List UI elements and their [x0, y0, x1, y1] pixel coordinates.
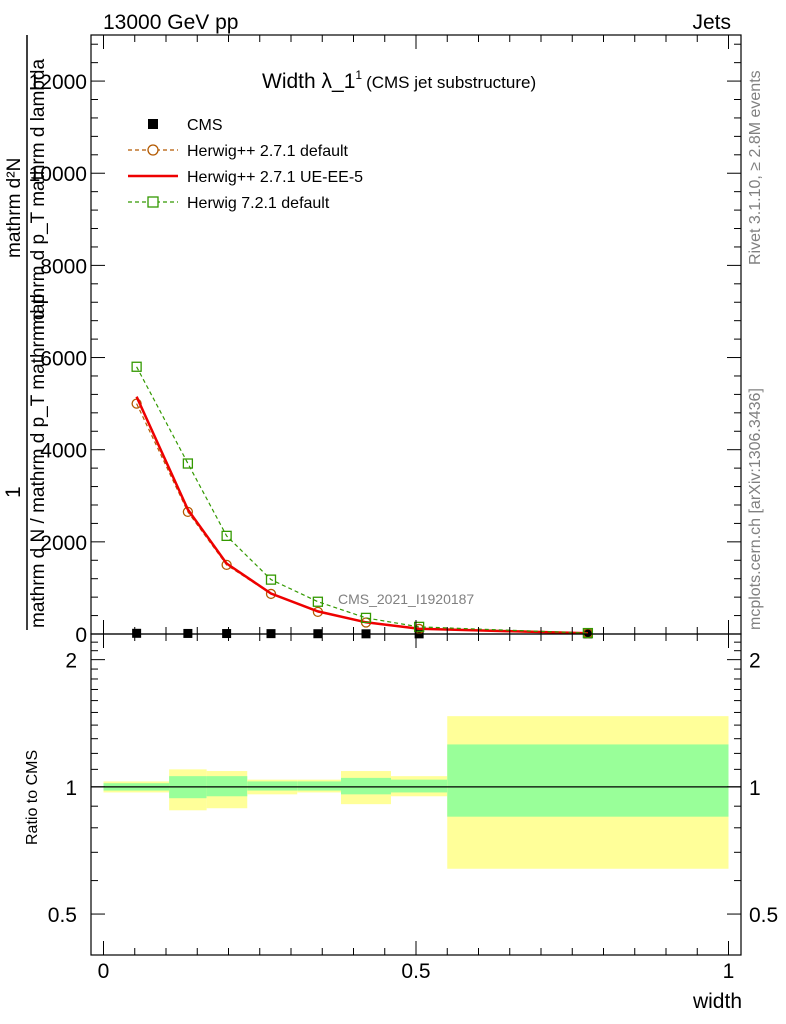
main-ytick-label: 0	[75, 624, 87, 647]
header-energy: 13000 GeV pp	[103, 11, 238, 34]
main-ytick-label: 4000	[40, 440, 87, 463]
ylabel-numerator: mathrm d²N	[4, 158, 25, 258]
legend-label: Herwig++ 2.7.1 UE-EE-5	[187, 169, 363, 186]
ratio-axes: 0.5 0.5 1 1 2 2 0 0.5 1	[48, 633, 778, 983]
side-label-mcplots: mcplots.cern.ch [arXiv:1306.3436]	[747, 388, 764, 630]
data-point	[131, 361, 142, 372]
ratio-ytick-label: 1	[65, 777, 77, 800]
legend-marker	[148, 119, 158, 129]
data-point	[582, 627, 594, 639]
ratio-ytick-label-right: 1	[749, 777, 761, 800]
ratio-ytick-label: 2	[65, 650, 77, 673]
legend-label: CMS	[187, 117, 223, 134]
legend-marker	[147, 196, 159, 208]
data-point	[312, 596, 324, 607]
ratio-band-inner	[341, 777, 391, 795]
data-point	[221, 559, 232, 571]
legend-label: Herwig 7.2.1 default	[187, 195, 330, 212]
main-ylabel: 1 mathrm d²N mathrm d N / mathrm d p_T m…	[2, 59, 49, 628]
ratio-band-inner	[391, 779, 448, 793]
ratio-xlabel: width	[692, 990, 742, 1013]
main-ytick-label: 6000	[40, 348, 87, 371]
main-axes: 0 2000 4000 6000 8000 10000 12000	[29, 35, 741, 647]
ratio-xtick-label: 1	[723, 960, 735, 983]
main-ytick-label: 2000	[40, 532, 87, 555]
ratio-band-inner	[447, 744, 729, 817]
ratio-band-inner	[247, 781, 298, 791]
ratio-band-inner	[206, 776, 248, 797]
plot-title-sup: 1	[355, 68, 362, 82]
main-ytick-label: 8000	[40, 255, 87, 278]
ylabel-one: 1	[2, 486, 25, 498]
data-point	[182, 458, 194, 469]
plot-subtitle: (CMS jet substructure)	[366, 73, 536, 92]
ratio-bands	[91, 716, 741, 869]
ylabel-denominator-line1: mathrm d N / mathrm d p_T mathrm d p	[28, 294, 49, 628]
series-line	[135, 396, 588, 635]
ratio-xtick-label: 0.5	[401, 960, 430, 983]
series-line	[136, 366, 588, 634]
data-point	[221, 530, 232, 542]
main-plot: 0 2000 4000 6000 8000 10000 12000	[29, 34, 742, 647]
legend-entry: CMS	[148, 117, 223, 134]
ratio-ytick-label: 0.5	[48, 904, 77, 927]
main-ytick-label: 10000	[29, 163, 87, 186]
data-point	[413, 621, 425, 633]
data-point	[132, 628, 142, 638]
header-category: Jets	[692, 11, 731, 34]
analysis-watermark: CMS_2021_I1920187	[338, 591, 474, 607]
ylabel-denominator-line2: mathrm d p_T mathrm d lambda	[28, 59, 49, 330]
data-point	[360, 612, 372, 624]
ratio-ytick-label-right: 2	[749, 650, 761, 673]
ratio-xtick-label: 0	[98, 960, 110, 983]
legend-label: Herwig++ 2.7.1 default	[187, 143, 349, 160]
data-point	[265, 574, 277, 585]
legend-entry: Herwig 7.2.1 default	[128, 195, 330, 212]
series-herwig-2-7-1-ue-ee-5	[135, 396, 588, 635]
legend-entry: Herwig++ 2.7.1 default	[128, 143, 349, 160]
plot-title: Width λ_11 (CMS jet substructure)	[262, 68, 536, 93]
ratio-band-inner	[297, 781, 341, 791]
ratio-ylabel: Ratio to CMS	[24, 750, 41, 845]
main-ytick-label: 12000	[29, 71, 87, 94]
side-label-rivet: Rivet 3.1.10, ≥ 2.8M events	[747, 70, 764, 265]
legend: CMS Herwig++ 2.7.1 default Herwig++ 2.7.1 …	[128, 117, 363, 212]
legend-entry: Herwig++ 2.7.1 UE-EE-5	[128, 169, 363, 186]
plot-title-text: Width λ_1	[262, 70, 355, 93]
ratio-ytick-label-right: 0.5	[749, 904, 778, 927]
ratio-plot: 0.5 0.5 1 1 2 2 0 0.5 1	[48, 633, 778, 983]
series-herwig-7-2-1-default	[131, 361, 594, 639]
legend-marker	[147, 144, 159, 156]
